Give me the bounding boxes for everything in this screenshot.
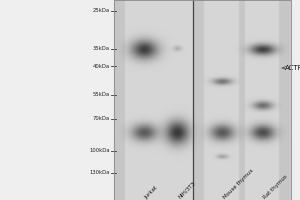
Text: 35kDa: 35kDa (93, 46, 110, 51)
Text: NIH/3T3: NIH/3T3 (177, 180, 196, 200)
Text: 100kDa: 100kDa (89, 148, 110, 154)
Text: 130kDa: 130kDa (90, 170, 110, 176)
Text: Jurkat: Jurkat (144, 185, 159, 200)
Text: 40kDa: 40kDa (93, 64, 110, 68)
Bar (114, 0, 291, 200)
Text: 55kDa: 55kDa (93, 92, 110, 98)
Text: Mouse thymus: Mouse thymus (222, 168, 254, 200)
Text: 70kDa: 70kDa (93, 116, 110, 121)
Text: Rat thymus: Rat thymus (262, 174, 289, 200)
Text: 25kDa: 25kDa (93, 8, 110, 14)
Text: ACTR6: ACTR6 (282, 65, 300, 71)
